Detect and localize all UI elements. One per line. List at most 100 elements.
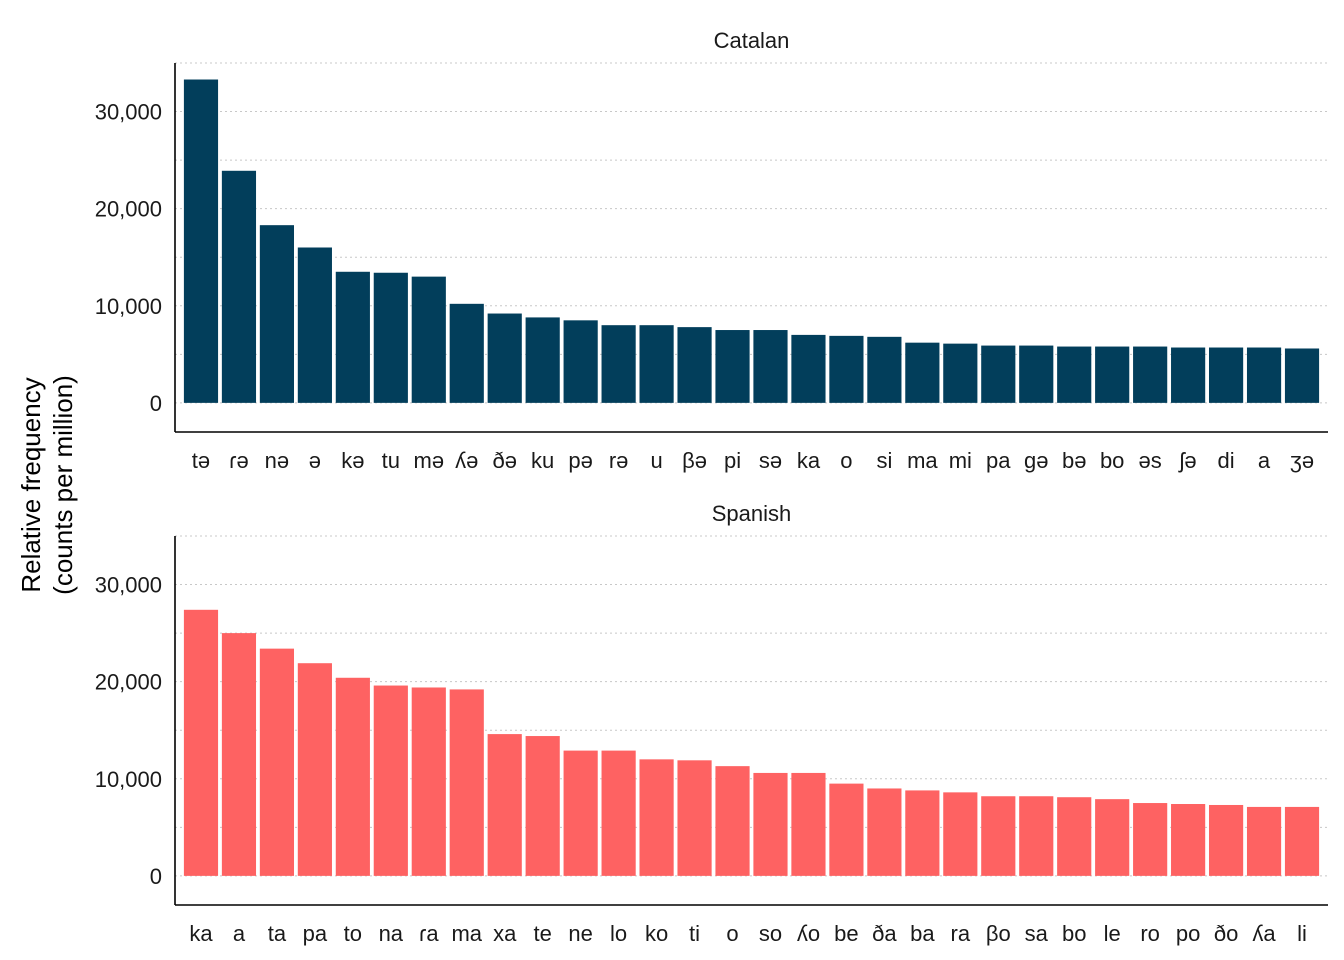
catalan-bar bbox=[335, 271, 370, 403]
spanish-bar bbox=[525, 736, 560, 876]
catalan-bar bbox=[487, 313, 522, 403]
catalan-x-tick-label: di bbox=[1218, 448, 1235, 473]
spanish-x-tick-label: ma bbox=[451, 921, 482, 946]
spanish-x-tick-label: o bbox=[726, 921, 738, 946]
spanish-bar bbox=[677, 760, 712, 876]
spanish-bar bbox=[449, 689, 484, 876]
catalan-bar bbox=[563, 320, 598, 403]
y-axis-title-line2: (counts per million) bbox=[48, 375, 78, 595]
catalan-bar bbox=[1057, 346, 1092, 403]
catalan-x-tick-label: bo bbox=[1100, 448, 1124, 473]
catalan-x-tick-label: ʃə bbox=[1178, 448, 1197, 473]
catalan-bar bbox=[981, 345, 1016, 403]
spanish-x-tick-label: ðo bbox=[1214, 921, 1238, 946]
catalan-bar bbox=[297, 247, 332, 403]
spanish-x-tick-label: ne bbox=[568, 921, 592, 946]
spanish-bar bbox=[183, 609, 219, 876]
catalan-bar bbox=[1133, 346, 1168, 403]
spanish-x-tick-label: so bbox=[759, 921, 782, 946]
catalan-bar bbox=[1019, 345, 1054, 403]
spanish-x-tick-label: ti bbox=[689, 921, 700, 946]
catalan-x-tick-label: ku bbox=[531, 448, 554, 473]
spanish-bar bbox=[487, 734, 522, 876]
catalan-x-tick-label: kə bbox=[341, 448, 364, 473]
spanish-y-tick-label: 20,000 bbox=[95, 670, 162, 695]
catalan-bar bbox=[449, 303, 484, 403]
spanish-bar bbox=[829, 783, 864, 876]
catalan-bar bbox=[183, 79, 219, 403]
catalan-bar bbox=[943, 343, 978, 403]
catalan-x-tick-label: rə bbox=[609, 448, 629, 473]
catalan-x-tick-label: o bbox=[840, 448, 852, 473]
catalan-y-tick-label: 30,000 bbox=[95, 100, 162, 125]
spanish-bar bbox=[259, 648, 295, 876]
catalan-x-tick-label: sə bbox=[759, 448, 782, 473]
spanish-x-tick-label: ta bbox=[268, 921, 287, 946]
spanish-x-tick-label: ɾa bbox=[419, 921, 439, 946]
spanish-bar bbox=[753, 772, 788, 876]
catalan-x-tick-label: βə bbox=[682, 448, 707, 473]
catalan-x-tick-label: mi bbox=[949, 448, 972, 473]
catalan-bar bbox=[753, 330, 788, 403]
catalan-bar bbox=[1284, 348, 1320, 403]
catalan-bar bbox=[1208, 347, 1244, 403]
spanish-x-tick-label: ʎa bbox=[1252, 921, 1276, 946]
spanish-x-tick-label: be bbox=[834, 921, 858, 946]
spanish-x-tick-label: na bbox=[379, 921, 404, 946]
spanish-bar bbox=[867, 788, 902, 876]
catalan-y-tick-label: 10,000 bbox=[95, 294, 162, 319]
catalan-x-tick-label: ɾə bbox=[229, 448, 249, 473]
catalan-x-tick-label: ə bbox=[309, 448, 321, 473]
catalan-bar bbox=[905, 342, 940, 403]
catalan-x-tick-label: mə bbox=[414, 448, 445, 473]
spanish-bar bbox=[981, 796, 1016, 876]
y-axis-title-line1: Relative frequency bbox=[16, 377, 46, 592]
spanish-y-tick-label: 10,000 bbox=[95, 767, 162, 792]
spanish-bar bbox=[1095, 799, 1130, 876]
spanish-x-tick-label: li bbox=[1297, 921, 1307, 946]
spanish-bar bbox=[373, 685, 408, 876]
catalan-bar bbox=[1095, 346, 1130, 403]
spanish-bar bbox=[601, 750, 636, 876]
catalan-x-tick-label: əs bbox=[1139, 448, 1162, 473]
catalan-x-tick-label: tu bbox=[382, 448, 400, 473]
catalan-bar bbox=[601, 325, 636, 403]
catalan-x-tick-label: ma bbox=[907, 448, 938, 473]
spanish-x-tick-label: te bbox=[534, 921, 552, 946]
catalan-x-tick-label: a bbox=[1258, 448, 1271, 473]
spanish-x-tick-label: ʎo bbox=[797, 921, 820, 946]
spanish-x-tick-label: ka bbox=[189, 921, 213, 946]
spanish-x-tick-label: le bbox=[1104, 921, 1121, 946]
catalan-x-tick-label: pə bbox=[568, 448, 592, 473]
catalan-x-tick-label: pi bbox=[724, 448, 741, 473]
catalan-bar bbox=[867, 336, 902, 403]
spanish-x-tick-label: ro bbox=[1140, 921, 1160, 946]
catalan-x-tick-label: pa bbox=[986, 448, 1011, 473]
spanish-y-tick-label: 30,000 bbox=[95, 573, 162, 598]
spanish-x-tick-label: to bbox=[344, 921, 362, 946]
spanish-bar bbox=[1171, 804, 1206, 876]
spanish-x-tick-label: bo bbox=[1062, 921, 1086, 946]
spanish-bar bbox=[1284, 806, 1320, 876]
catalan-bar bbox=[829, 335, 864, 403]
spanish-bar bbox=[1208, 804, 1244, 876]
catalan-x-tick-label: bə bbox=[1062, 448, 1086, 473]
spanish-x-tick-label: βo bbox=[986, 921, 1011, 946]
spanish-bar bbox=[1133, 803, 1168, 876]
spanish-bar bbox=[1246, 806, 1282, 876]
spanish-x-tick-label: ra bbox=[951, 921, 971, 946]
spanish-bar bbox=[335, 677, 370, 876]
spanish-bar bbox=[221, 633, 257, 876]
catalan-bar bbox=[411, 276, 446, 403]
catalan-x-tick-label: u bbox=[650, 448, 662, 473]
spanish-facet-title: Spanish bbox=[712, 501, 792, 526]
spanish-bar bbox=[715, 766, 750, 876]
spanish-x-tick-label: lo bbox=[610, 921, 627, 946]
catalan-bar bbox=[1246, 347, 1282, 403]
spanish-bar bbox=[563, 750, 598, 876]
catalan-x-tick-label: nə bbox=[265, 448, 289, 473]
spanish-bar bbox=[1057, 797, 1092, 876]
spanish-x-tick-label: ða bbox=[872, 921, 897, 946]
catalan-bar bbox=[715, 330, 750, 403]
